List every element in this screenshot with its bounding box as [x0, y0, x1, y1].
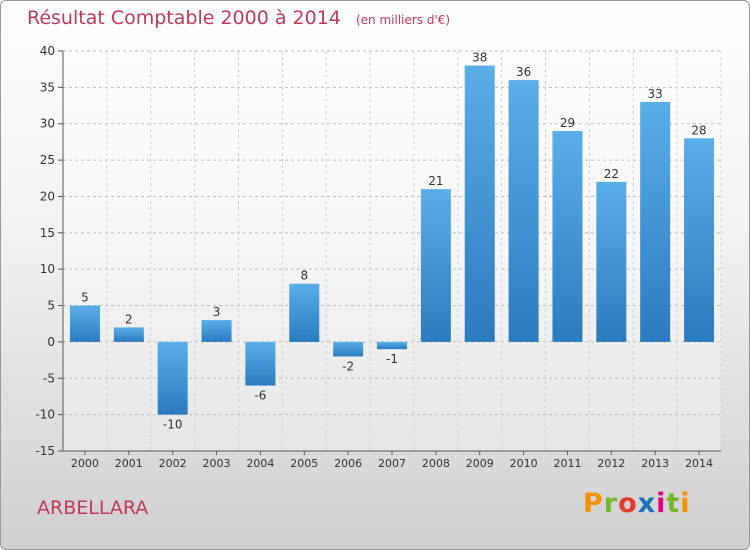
data-label-2003: 3 — [213, 305, 221, 319]
x-tick-label: 2013 — [641, 457, 669, 470]
y-tick-label: 0 — [47, 335, 55, 349]
bar-2012 — [596, 181, 627, 342]
bars — [69, 65, 715, 415]
chart-unit-label: (en milliers d'€) — [355, 13, 451, 27]
x-tick-label: 2006 — [334, 457, 362, 470]
bar-2013 — [640, 101, 671, 342]
x-tick-label: 2012 — [597, 457, 625, 470]
x-tick-label: 2007 — [378, 457, 406, 470]
proxiti-logo: Proxiti — [583, 488, 691, 519]
data-label-2009: 38 — [472, 51, 487, 65]
data-label-2007: -1 — [386, 352, 398, 366]
y-tick-label: 15 — [40, 226, 55, 240]
x-tick-label: 2009 — [466, 457, 494, 470]
labels: -15 -10 -5 0 5 10 15 20 25 30 35 40 5 2000 2 2001 -10 200… — [35, 44, 713, 470]
data-label-2008: 21 — [428, 174, 443, 188]
data-label-2006: -2 — [342, 359, 354, 373]
bar-2014 — [684, 138, 715, 342]
x-tick-label: 2004 — [246, 457, 274, 470]
logo-letter: r — [603, 488, 619, 519]
y-tick-label: 40 — [40, 44, 55, 58]
x-tick-label: 2005 — [290, 457, 318, 470]
bar-2008 — [420, 189, 451, 342]
bar-2000 — [69, 305, 100, 342]
data-label-2012: 22 — [604, 167, 619, 181]
bar-2011 — [552, 131, 583, 342]
bar-2002 — [157, 341, 188, 415]
bar-2003 — [201, 320, 232, 342]
data-label-2000: 5 — [81, 291, 89, 305]
data-label-2005: 8 — [300, 269, 308, 283]
chart-title: Résultat Comptable 2000 à 2014 — [27, 7, 341, 29]
x-tick-label: 2011 — [553, 457, 581, 470]
y-tick-label: 20 — [40, 189, 55, 203]
data-label-2010: 36 — [516, 65, 531, 79]
y-tick-label: 30 — [40, 117, 55, 131]
logo-letter: o — [618, 488, 638, 519]
logo-letter: i — [656, 488, 667, 519]
data-label-2011: 29 — [560, 116, 575, 130]
bar-2004 — [245, 341, 276, 386]
data-label-2004: -6 — [254, 389, 266, 403]
data-label-2002: -10 — [163, 418, 183, 432]
y-tick-label: -5 — [43, 371, 55, 385]
x-tick-label: 2003 — [203, 457, 231, 470]
bar-2001 — [113, 327, 144, 342]
logo-letter: t — [666, 488, 681, 519]
bar-2005 — [289, 283, 320, 342]
bar-2006 — [333, 341, 364, 357]
commune-name: ARBELLARA — [37, 497, 149, 519]
x-tick-label: 2000 — [71, 457, 99, 470]
logo-letter: x — [637, 488, 657, 519]
y-tick-label: 35 — [40, 80, 55, 94]
x-tick-label: 2010 — [510, 457, 538, 470]
y-tick-label: 25 — [40, 153, 55, 167]
bar-2010 — [508, 80, 539, 342]
data-label-2001: 2 — [125, 312, 133, 326]
axes — [58, 50, 721, 455]
x-tick-label: 2014 — [685, 457, 713, 470]
bar-2009 — [464, 65, 495, 342]
y-tick-label: 5 — [47, 299, 55, 313]
chart-title-row: Résultat Comptable 2000 à 2014 (en milli… — [27, 7, 450, 29]
x-tick-label: 2008 — [422, 457, 450, 470]
logo-letter: P — [583, 488, 604, 519]
y-tick-label: -10 — [35, 408, 55, 422]
y-tick-label: 10 — [40, 262, 55, 276]
bar-2007 — [377, 341, 407, 350]
data-label-2013: 33 — [648, 87, 663, 101]
x-tick-label: 2001 — [115, 457, 143, 470]
y-tick-label: -15 — [35, 444, 55, 458]
logo-letter: i — [680, 488, 691, 519]
x-tick-label: 2002 — [159, 457, 187, 470]
data-label-2014: 28 — [691, 123, 706, 137]
